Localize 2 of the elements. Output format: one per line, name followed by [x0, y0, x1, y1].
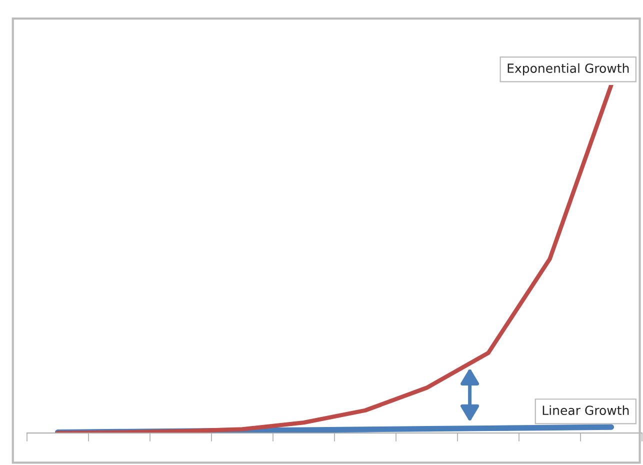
series-label: Linear Growth: [542, 405, 629, 416]
series-label: Exponential Growth: [508, 63, 629, 76]
